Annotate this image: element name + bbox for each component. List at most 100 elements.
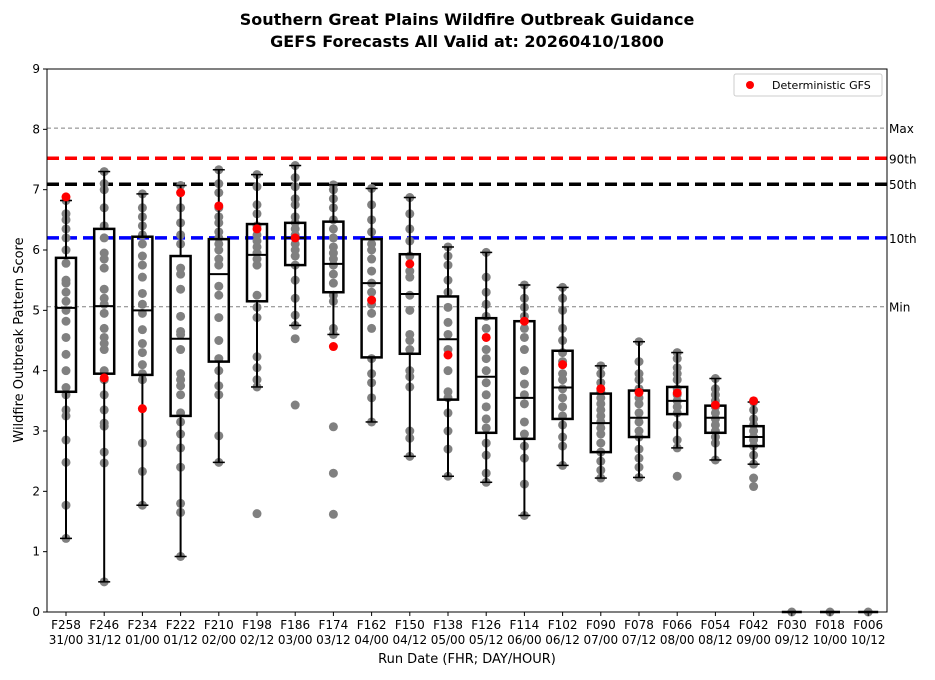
x-tick-label-time: 10/12 bbox=[851, 633, 886, 647]
legend-frame bbox=[733, 73, 883, 97]
member-point bbox=[328, 509, 338, 519]
x-tick-label-fhr: F006 bbox=[853, 618, 883, 632]
member-point bbox=[443, 366, 453, 376]
member-point bbox=[519, 417, 529, 427]
box-f258 bbox=[54, 199, 78, 540]
iqr-box bbox=[54, 256, 78, 394]
iqr-box bbox=[169, 254, 192, 418]
x-tick-label-time: 05/00 bbox=[431, 633, 466, 647]
x-tick-label-fhr: F138 bbox=[433, 618, 463, 632]
member-point bbox=[99, 293, 109, 303]
x-tick-label-time: 10/00 bbox=[813, 633, 848, 647]
iqr-box bbox=[436, 295, 460, 401]
member-point bbox=[367, 254, 377, 264]
member-point bbox=[328, 233, 338, 243]
x-tick-label-fhr: F114 bbox=[509, 618, 539, 632]
x-tick-label-time: 01/00 bbox=[125, 633, 160, 647]
deterministic-point bbox=[137, 404, 147, 414]
member-point bbox=[443, 329, 453, 339]
deterministic-point bbox=[634, 387, 644, 397]
x-tick-label-time: 08/00 bbox=[660, 633, 695, 647]
y-tick-label: 2 bbox=[32, 484, 40, 498]
deterministic-point bbox=[672, 388, 682, 398]
deterministic-point bbox=[290, 233, 300, 243]
deterministic-point bbox=[367, 295, 377, 305]
member-point bbox=[137, 260, 147, 270]
x-tick-label-time: 31/00 bbox=[49, 633, 84, 647]
member-point bbox=[328, 269, 338, 279]
member-point bbox=[558, 384, 568, 394]
deterministic-point bbox=[749, 396, 759, 406]
x-tick-label-fhr: F246 bbox=[89, 618, 119, 632]
x-tick-label-fhr: F150 bbox=[395, 618, 425, 632]
x-tick-label-fhr: F210 bbox=[204, 618, 234, 632]
member-point bbox=[405, 329, 415, 339]
y-tick-label: 5 bbox=[32, 303, 40, 317]
x-tick-label-time: 06/12 bbox=[545, 633, 580, 647]
member-point bbox=[137, 299, 147, 309]
member-point bbox=[443, 317, 453, 327]
iqr-box bbox=[474, 316, 498, 435]
member-point bbox=[99, 233, 109, 243]
member-point bbox=[519, 366, 529, 376]
x-tick-label-fhr: F030 bbox=[777, 618, 807, 632]
x-tick-label-time: 05/12 bbox=[469, 633, 504, 647]
y-tick-label: 3 bbox=[32, 424, 40, 438]
member-point bbox=[634, 408, 644, 418]
member-point bbox=[481, 378, 491, 388]
x-tick-label-fhr: F258 bbox=[51, 618, 81, 632]
iqr-box bbox=[322, 220, 345, 294]
plot-frame bbox=[46, 68, 888, 613]
reference-label-min: Min bbox=[889, 301, 910, 315]
x-tick-label-fhr: F174 bbox=[318, 618, 348, 632]
y-tick-label: 7 bbox=[32, 183, 40, 197]
x-tick-label-fhr: F018 bbox=[815, 618, 845, 632]
member-point bbox=[99, 284, 109, 294]
x-tick-label-time: 04/12 bbox=[393, 633, 428, 647]
x-tick-label-time: 02/00 bbox=[202, 633, 237, 647]
x-tick-label-fhr: F102 bbox=[548, 618, 578, 632]
member-point bbox=[558, 393, 568, 403]
x-tick-label-time: 09/00 bbox=[736, 633, 771, 647]
member-point bbox=[61, 296, 71, 306]
chart-title: Southern Great Plains Wildfire Outbreak … bbox=[240, 10, 695, 29]
member-point bbox=[137, 272, 147, 282]
member-point bbox=[481, 354, 491, 364]
member-point bbox=[634, 426, 644, 436]
box-f174 bbox=[322, 184, 345, 336]
member-point bbox=[137, 239, 147, 249]
iqr-box bbox=[551, 349, 574, 421]
member-point bbox=[137, 325, 147, 335]
member-point bbox=[672, 471, 682, 481]
deterministic-point bbox=[558, 360, 568, 370]
x-tick-label-fhr: F186 bbox=[280, 618, 310, 632]
member-point bbox=[137, 288, 147, 298]
member-point bbox=[519, 429, 529, 439]
x-tick-label-fhr: F090 bbox=[586, 618, 616, 632]
member-point bbox=[481, 366, 491, 376]
box-f198 bbox=[245, 173, 269, 388]
member-point bbox=[99, 323, 109, 333]
member-point bbox=[749, 482, 759, 492]
x-tick-label-time: 31/12 bbox=[87, 633, 122, 647]
x-tick-label-time: 08/12 bbox=[698, 633, 733, 647]
member-point bbox=[481, 323, 491, 333]
y-axis-label: Wildfire Outbreak Pattern Score bbox=[12, 237, 27, 442]
x-tick-label-time: 06/00 bbox=[507, 633, 542, 647]
x-tick-label-fhr: F054 bbox=[700, 618, 730, 632]
iqr-box bbox=[245, 222, 269, 303]
y-tick-label: 6 bbox=[32, 243, 40, 257]
member-point bbox=[290, 400, 300, 410]
member-point bbox=[367, 323, 377, 333]
iqr-box bbox=[207, 237, 231, 363]
y-tick-label: 1 bbox=[32, 545, 40, 559]
box-f102 bbox=[551, 286, 574, 467]
member-point bbox=[252, 290, 262, 300]
deterministic-point bbox=[443, 350, 453, 360]
member-point bbox=[176, 390, 186, 400]
x-tick-label-time: 01/12 bbox=[163, 633, 198, 647]
x-tick-label-fhr: F078 bbox=[624, 618, 654, 632]
member-point bbox=[137, 348, 147, 358]
deterministic-point bbox=[481, 332, 491, 342]
